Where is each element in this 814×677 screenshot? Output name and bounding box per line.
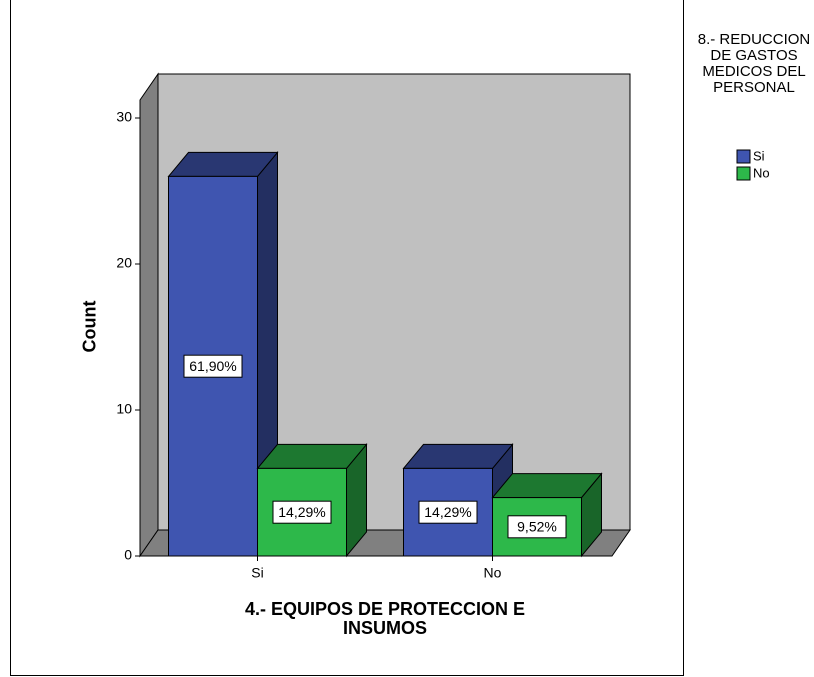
x-tick-label: No: [484, 565, 502, 581]
bar-top: [402, 443, 514, 469]
bar-top: [256, 443, 368, 469]
data-label: 9,52%: [517, 519, 557, 535]
data-label-box: [183, 354, 243, 378]
legend-swatch: [736, 149, 751, 164]
legend-label: No: [753, 165, 770, 180]
data-label-box: [418, 500, 478, 524]
side-wall: [139, 72, 159, 558]
data-label: 14,29%: [424, 504, 471, 520]
data-label-box: [507, 515, 567, 539]
bar-top: [491, 473, 603, 499]
legend-label: Si: [753, 148, 765, 163]
x-axis-label: 4.- EQUIPOS DE PROTECCION E INSUMOS: [244, 599, 526, 638]
legend-title: 8.- REDUCCION DE GASTOS MEDICOS DEL PERS…: [697, 31, 811, 96]
data-label-box: [272, 500, 332, 524]
x-tick-label: Si: [251, 565, 263, 581]
y-tick-label: 30: [116, 109, 132, 125]
data-label: 14,29%: [278, 504, 325, 520]
data-label: 61,90%: [189, 358, 236, 374]
bar-top: [167, 151, 279, 177]
y-tick-label: 0: [124, 547, 132, 563]
y-tick-label: 20: [116, 255, 132, 271]
y-axis-label: Count: [79, 300, 100, 353]
chart-frame: [10, 0, 684, 676]
legend-swatch: [736, 166, 751, 181]
y-tick-label: 10: [116, 401, 132, 417]
